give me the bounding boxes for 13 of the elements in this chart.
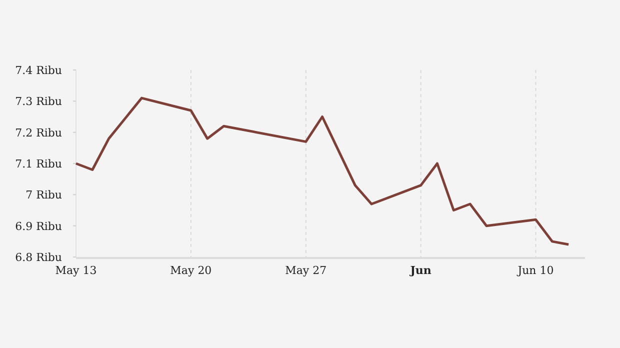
- x-tick-label: May 27: [285, 264, 327, 277]
- y-tick-label: 7.2 Ribu: [15, 126, 62, 140]
- x-tick-label: May 13: [55, 264, 97, 277]
- y-tick-label: 6.9 Ribu: [15, 220, 62, 233]
- y-tick-label: 7.1 Ribu: [15, 158, 62, 170]
- y-tick-label: 6.8 Ribu: [15, 251, 62, 264]
- x-tick-label: May 20: [170, 264, 212, 277]
- x-tick-label: Jun: [409, 264, 432, 277]
- y-tick-label: 7 Ribu: [26, 188, 62, 202]
- x-tick-label: Jun 10: [516, 264, 554, 277]
- line-series: [74, 96, 570, 246]
- y-tick-label: 7.4 Ribu: [15, 64, 62, 77]
- y-tick-label: 7.3 Ribu: [15, 95, 62, 108]
